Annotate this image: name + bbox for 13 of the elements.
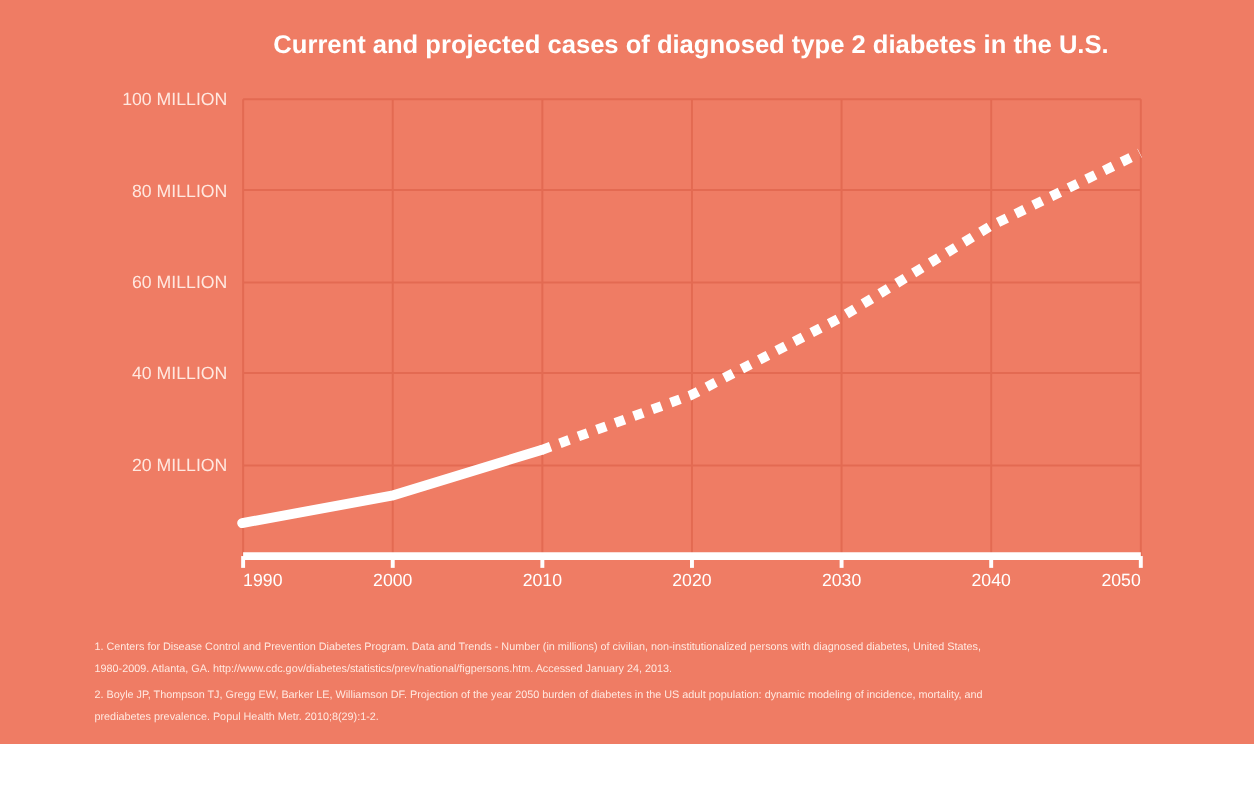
y-tick-label: 20 MILLION — [132, 454, 228, 475]
chart-title: Current and projected cases of diagnosed type 2 diabetes in the U.S. — [273, 29, 1109, 60]
x-tick-label: 1990 — [243, 569, 283, 590]
x-tick-label: 2040 — [971, 569, 1012, 590]
y-tick-label: 40 MILLION — [132, 363, 228, 384]
x-tick-label: 2050 — [1101, 569, 1141, 590]
y-tick-label: 60 MILLION — [132, 271, 228, 292]
x-tick-label: 2000 — [373, 569, 413, 590]
x-tick-label: 2030 — [821, 569, 862, 590]
x-tick-label: 2010 — [522, 569, 563, 590]
y-tick-label: 80 MILLION — [132, 180, 228, 201]
y-tick-label: 100 MILLION — [122, 89, 228, 110]
x-tick-label: 2020 — [672, 569, 712, 590]
